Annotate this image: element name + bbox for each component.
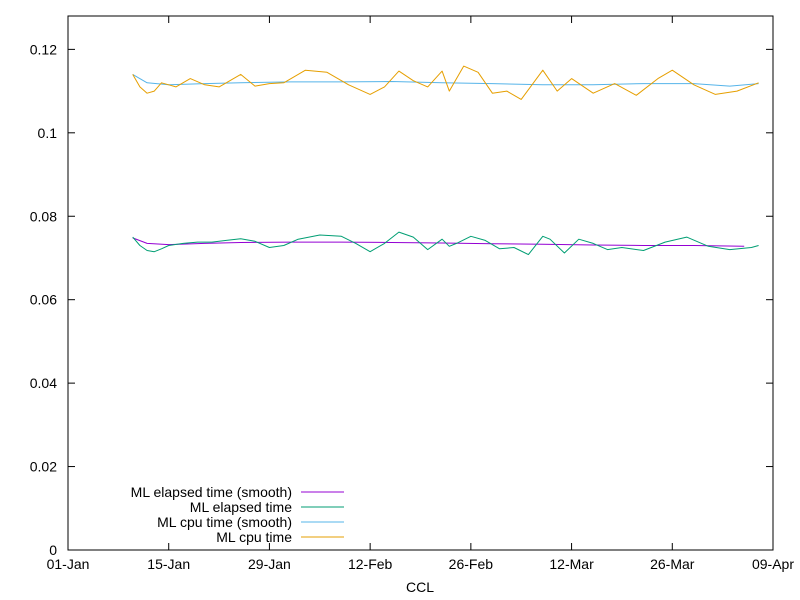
- plot-frame: [67, 15, 774, 551]
- y-tick-label: 0.12: [30, 41, 57, 57]
- series-line-ml-elapsed-time: [132, 231, 759, 256]
- y-tick-label: 0.06: [30, 292, 57, 308]
- y-tick-label: 0.1: [38, 125, 58, 141]
- y-tick-label: 0.04: [30, 375, 57, 391]
- legend-label: ML elapsed time (smooth): [131, 484, 292, 500]
- series-line-ml-cpu-time: [132, 65, 759, 100]
- x-tick-label: 01-Jan: [47, 556, 90, 572]
- y-tick-label: 0: [49, 542, 57, 558]
- x-tick-label: 26-Feb: [449, 556, 494, 572]
- legend: ML elapsed time (smooth)ML elapsed timeM…: [131, 484, 344, 545]
- legend-label: ML elapsed time: [190, 499, 292, 515]
- x-axis: 01-Jan 15-Jan 29-Jan 12-Feb 26-Feb 12-Mar 26-M…: [47, 16, 794, 572]
- y-axis: 0 0.02 0.04 0.06 0.08 0.1 0.12: [30, 41, 773, 558]
- x-axis-title: CCL: [406, 579, 434, 595]
- y-tick-label: 0.02: [30, 459, 57, 475]
- x-tick-label: 15-Jan: [147, 556, 190, 572]
- x-tick-label: 09-Apr: [752, 556, 794, 572]
- x-tick-label: 29-Jan: [248, 556, 291, 572]
- x-tick-label: 12-Mar: [549, 556, 594, 572]
- x-tick-label: 26-Mar: [650, 556, 695, 572]
- y-tick-label: 0.08: [30, 208, 57, 224]
- series-layer: [132, 65, 759, 256]
- x-tick-label: 12-Feb: [348, 556, 393, 572]
- legend-label: ML cpu time: [216, 529, 292, 545]
- legend-label: ML cpu time (smooth): [157, 514, 292, 530]
